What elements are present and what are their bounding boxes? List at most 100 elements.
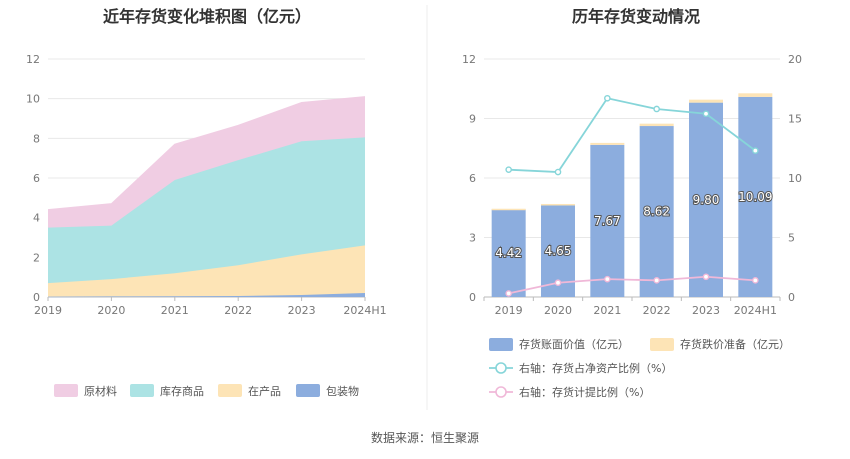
legend-item-line2: 右轴：存货计提比例（%） — [489, 385, 650, 399]
bar-data-label: 4.42 — [495, 246, 522, 260]
right-y-tick-label: 9 — [469, 113, 476, 126]
net-asset-ratio-line — [508, 97, 756, 173]
right-y-tick-label: 0 — [469, 291, 476, 304]
legend-marker — [495, 386, 507, 398]
legend-item-bar: 存货账面价值（亿元） — [489, 337, 629, 351]
right-ticks: 0 3 6 9 12 0 5 10 15 20 2019 2020 2021 2022 2023 2024H1 — [462, 53, 802, 317]
right-y-tick-label: 12 — [462, 53, 476, 66]
provision-ratio-point — [604, 275, 611, 283]
right-y2-tick-label: 20 — [788, 53, 802, 66]
bar-impairment — [590, 142, 625, 145]
legend-swatch — [296, 384, 320, 397]
right-y2-tick-label: 0 — [788, 291, 795, 304]
right-x-tick-label: 2019 — [495, 304, 523, 317]
net-asset-ratio-point — [554, 168, 562, 176]
bar-impairment — [491, 208, 526, 211]
left-y-tick-label: 6 — [33, 172, 40, 185]
bar-book-value — [689, 102, 723, 297]
provision-ratio-point — [653, 277, 660, 284]
bar-impairment — [639, 123, 674, 127]
bar-impairment — [689, 99, 723, 103]
right-x-tick-label: 2021 — [593, 304, 621, 317]
net-asset-ratio-point — [752, 147, 759, 154]
legend-swatch — [54, 384, 78, 397]
legend-label: 包装物 — [326, 384, 359, 398]
legend-label: 原材料 — [84, 384, 117, 398]
left-areas — [47, 96, 366, 298]
right-y2-tick-label: 15 — [788, 113, 802, 126]
area-raw — [48, 96, 365, 228]
right-y-tick-label: 6 — [469, 172, 476, 185]
legend-item-wip: 在产品 — [218, 384, 281, 398]
left-legend: 原材料 库存商品 在产品 包装物 — [54, 384, 359, 398]
left-x-tick-label: 2020 — [97, 304, 125, 317]
legend-label: 右轴：存货计提比例（%） — [519, 385, 650, 399]
area-pack — [48, 293, 365, 297]
bar-book-value — [590, 144, 625, 297]
bar-data-label: 4.65 — [545, 244, 572, 258]
legend-label: 库存商品 — [160, 384, 204, 398]
legend-label: 存货跌价准备（亿元） — [680, 337, 790, 351]
net-asset-ratio-point — [604, 94, 611, 102]
area-wip — [48, 245, 365, 297]
right-y2-tick-label: 5 — [788, 232, 795, 245]
provision-ratio-point — [702, 273, 710, 281]
net-asset-ratio-point — [702, 110, 710, 118]
legend-swatch — [489, 338, 513, 351]
left-x-tick-label: 2022 — [224, 304, 252, 317]
provision-ratio-point — [505, 290, 512, 297]
legend-item-stock: 库存商品 — [130, 384, 204, 398]
legend-item-line1: 右轴：存货占净资产比例（%） — [489, 361, 672, 375]
left-y-tick-label: 2 — [33, 251, 40, 264]
legend-label: 在产品 — [248, 384, 281, 398]
provision-ratio-line — [508, 275, 756, 295]
right-bars: 4.42 4.65 7.67 8.62 9.80 10.09 — [491, 93, 774, 297]
left-x-tick-label: 2023 — [288, 304, 316, 317]
bar-data-label: 9.80 — [693, 193, 720, 207]
right-x-tick-label: 2022 — [643, 304, 671, 317]
left-y-tick-label: 12 — [26, 53, 40, 66]
bar-book-value — [491, 209, 526, 297]
bar-data-label: 8.62 — [643, 205, 670, 219]
legend-label: 右轴：存货占净资产比例（%） — [519, 361, 672, 375]
right-x-tick-label: 2020 — [544, 304, 572, 317]
left-ticks: 0 2 4 6 8 10 12 2019 2020 2021 2022 2023 2024H1 — [26, 53, 387, 317]
provision-ratio-point — [554, 279, 562, 287]
legend-item-raw: 原材料 — [54, 384, 117, 398]
left-chart-title: 近年存货变化堆积图（亿元） — [103, 7, 311, 26]
left-y-tick-label: 4 — [33, 212, 40, 225]
right-grid — [484, 58, 780, 298]
area-stock — [48, 137, 365, 284]
net-asset-ratio-point — [653, 105, 660, 113]
left-x-tick-label: 2019 — [34, 304, 62, 317]
stacked-area-chart: 近年存货变化堆积图（亿元） 0 2 4 6 8 10 12 2019 2020 2021 2022 2… — [26, 7, 387, 398]
bar-impairment — [541, 203, 575, 206]
left-x-tick-label: 2021 — [161, 304, 189, 317]
left-x-tick-label: 2024H1 — [343, 304, 386, 317]
data-source: 数据来源：恒生聚源 — [371, 430, 479, 445]
right-x-tick-label: 2024H1 — [734, 304, 777, 317]
legend-item-pack: 包装物 — [296, 384, 359, 398]
legend-swatch — [218, 384, 242, 397]
right-chart-title: 历年存货变动情况 — [572, 7, 700, 26]
area-edge-raw — [47, 96, 366, 211]
bar-line-chart: 历年存货变动情况 4.42 4.65 7.67 8.62 9.80 10.09 0 3 6 9 1… — [462, 7, 802, 399]
legend-swatch — [650, 338, 674, 351]
legend-label: 存货账面价值（亿元） — [519, 337, 629, 351]
right-x-tick-label: 2023 — [692, 304, 720, 317]
bar-impairment — [738, 93, 773, 97]
legend-swatch — [130, 384, 154, 397]
right-y-tick-label: 3 — [469, 232, 476, 245]
right-legend: 存货账面价值（亿元） 存货跌价准备（亿元） 右轴：存货占净资产比例（%） 右轴：存货计… — [489, 337, 790, 399]
right-y2-tick-label: 10 — [788, 172, 802, 185]
bar-data-label: 10.09 — [738, 190, 772, 204]
legend-marker — [495, 362, 507, 374]
bar-book-value — [738, 96, 773, 297]
left-y-tick-label: 0 — [33, 291, 40, 304]
bar-data-label: 7.67 — [594, 214, 621, 228]
right-lines — [505, 94, 759, 297]
left-y-tick-label: 8 — [33, 132, 40, 145]
net-asset-ratio-point — [505, 166, 512, 173]
left-y-tick-label: 10 — [26, 93, 40, 106]
